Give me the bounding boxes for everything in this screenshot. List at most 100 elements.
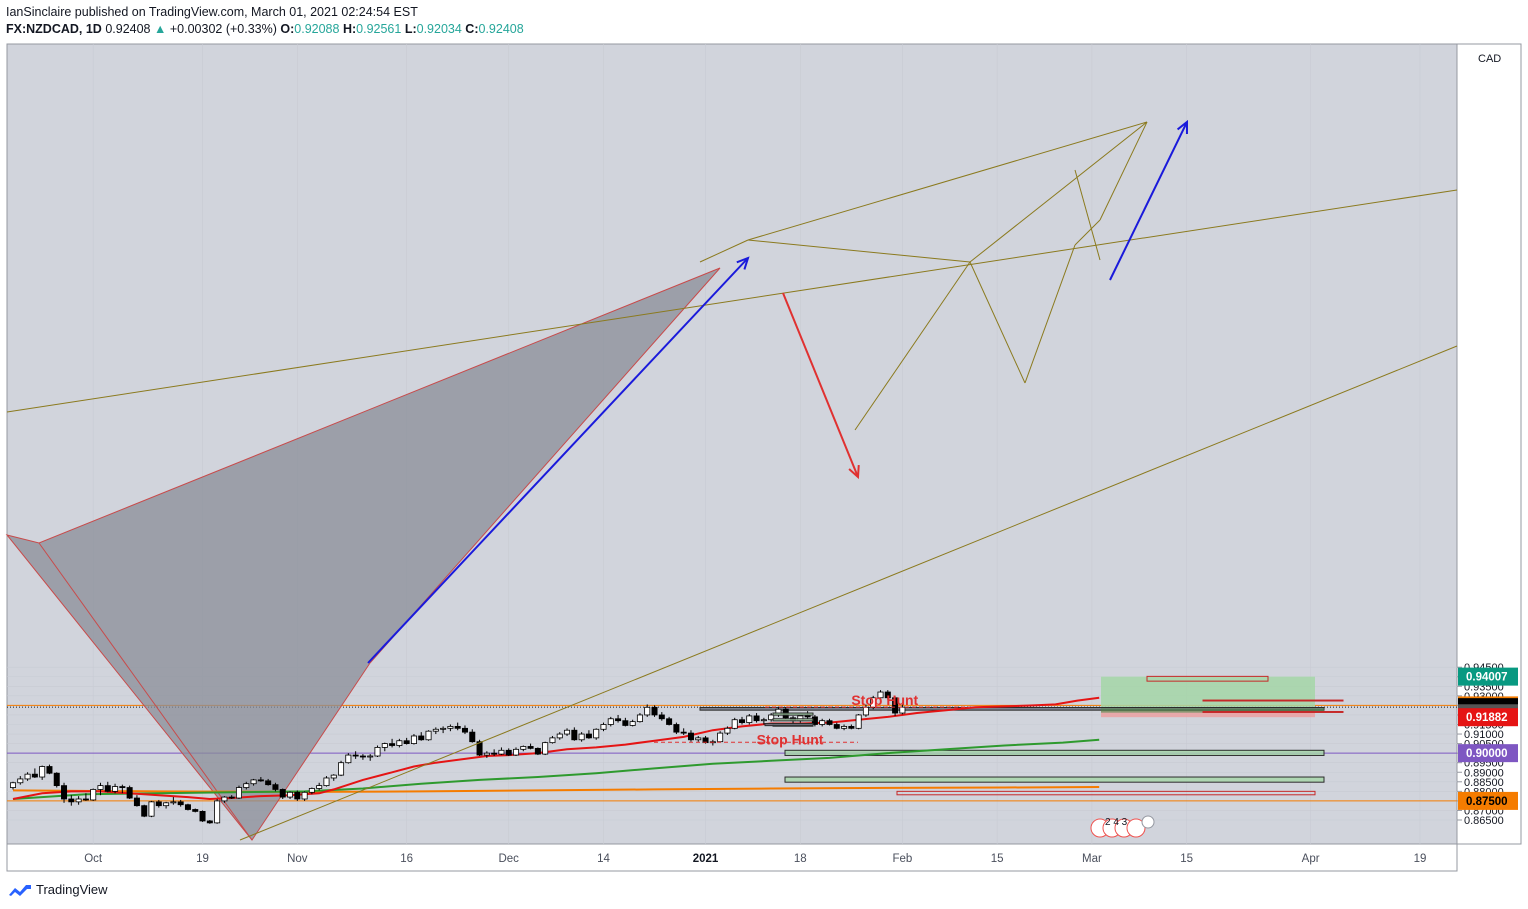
candle <box>760 717 767 725</box>
candle-body <box>658 714 665 720</box>
red-arrow-stop-hunt <box>782 292 860 480</box>
candle-body <box>731 719 738 729</box>
harmonic-pattern <box>5 267 721 841</box>
candle-body <box>279 789 286 798</box>
candle-body <box>666 718 673 725</box>
candle <box>61 782 68 803</box>
candle-body <box>330 774 337 779</box>
x-tick-label: Nov <box>287 853 308 865</box>
low-value: 0.92034 <box>416 22 462 36</box>
candle-body <box>199 811 206 822</box>
candle <box>542 741 549 756</box>
candle-body <box>24 773 31 780</box>
candle-body <box>644 706 651 716</box>
high-value: 0.92561 <box>356 22 402 36</box>
candle-body <box>367 755 374 758</box>
candle <box>753 713 760 723</box>
candle <box>243 781 250 790</box>
candle <box>148 800 155 818</box>
candle <box>564 728 571 736</box>
candle <box>170 797 177 805</box>
candle <box>352 751 359 759</box>
price-label-text: 0.90000 <box>1466 748 1508 760</box>
candle <box>731 717 738 730</box>
open-label: O: <box>280 22 295 36</box>
candle-body <box>148 801 155 817</box>
candle <box>644 704 651 717</box>
candle-body <box>345 754 352 764</box>
candle <box>316 782 323 791</box>
candle <box>600 722 607 732</box>
drawings-front: Stop Hunt Stop Hunt <box>6 119 1458 841</box>
symbol-line: FX:NZDCAD, 1D 0.92408 ▲ +0.00302 (+0.33%… <box>6 21 524 38</box>
candle <box>308 787 315 795</box>
candle-body <box>9 782 16 788</box>
candle-body <box>46 766 53 774</box>
change-value: +0.00302 (+0.33%) <box>169 22 277 36</box>
x-tick-label: Oct <box>84 853 103 865</box>
candles[interactable] <box>9 690 906 824</box>
x-tick-label: Apr <box>1302 853 1320 865</box>
candle <box>90 788 97 801</box>
candle-body <box>323 777 330 787</box>
candle <box>432 727 439 735</box>
candle <box>819 718 826 727</box>
candle-body <box>622 720 629 726</box>
candle <box>629 719 636 727</box>
x-tick-label: Mar <box>1082 853 1102 865</box>
candle-body <box>476 741 483 756</box>
candle <box>367 754 374 761</box>
candle-body <box>53 772 60 787</box>
candle-body <box>61 785 68 800</box>
candle-body <box>447 726 454 729</box>
trend-line <box>747 121 1148 241</box>
demand-zone-lower <box>784 776 1325 783</box>
time-axis[interactable] <box>6 843 1458 872</box>
candle-body <box>133 797 140 807</box>
candle-body <box>862 706 869 716</box>
candle-body <box>316 785 323 789</box>
candle-body <box>425 730 432 741</box>
candle-body <box>192 809 199 812</box>
candle-body <box>228 796 235 799</box>
price-label-bg <box>1458 791 1518 810</box>
candle <box>192 808 199 813</box>
candle-body <box>39 766 46 778</box>
candle <box>491 749 498 757</box>
candle <box>301 791 308 801</box>
candle-body <box>469 731 476 743</box>
price-label: 0.91882 <box>1458 708 1518 727</box>
candle <box>112 783 119 794</box>
candle-body <box>221 796 228 802</box>
price-label-bg <box>1458 708 1518 727</box>
candle <box>374 745 381 757</box>
candle-body <box>308 788 315 793</box>
candle-body <box>440 727 447 730</box>
candle-body <box>141 805 148 817</box>
candle-body <box>403 740 410 744</box>
candle-body <box>177 801 184 806</box>
candle <box>826 718 833 726</box>
x-tick-label: Feb <box>892 853 912 865</box>
candle <box>279 788 286 799</box>
publish-line: IanSinclaire published on TradingView.co… <box>6 5 418 19</box>
candle <box>622 717 629 727</box>
marker-box-1 <box>1202 699 1344 702</box>
candle <box>155 799 162 808</box>
candle-body <box>534 747 541 755</box>
candle-body <box>819 720 826 725</box>
arrow-head <box>1176 119 1189 135</box>
candle <box>461 725 468 735</box>
candle-body <box>75 798 82 803</box>
tradingview-logo[interactable]: TradingView <box>8 882 108 897</box>
candle <box>556 732 563 740</box>
target-box <box>1146 675 1269 682</box>
candle <box>680 728 687 736</box>
candle <box>235 785 242 799</box>
up-arrow-icon: ▲ <box>154 22 167 36</box>
events-badge[interactable]: 2 4 3 <box>1090 815 1155 838</box>
x-tick-label: Dec <box>498 853 519 865</box>
y-tick-label: 0.86500 <box>1464 815 1504 827</box>
y-tick-label: 0.88500 <box>1464 777 1504 789</box>
